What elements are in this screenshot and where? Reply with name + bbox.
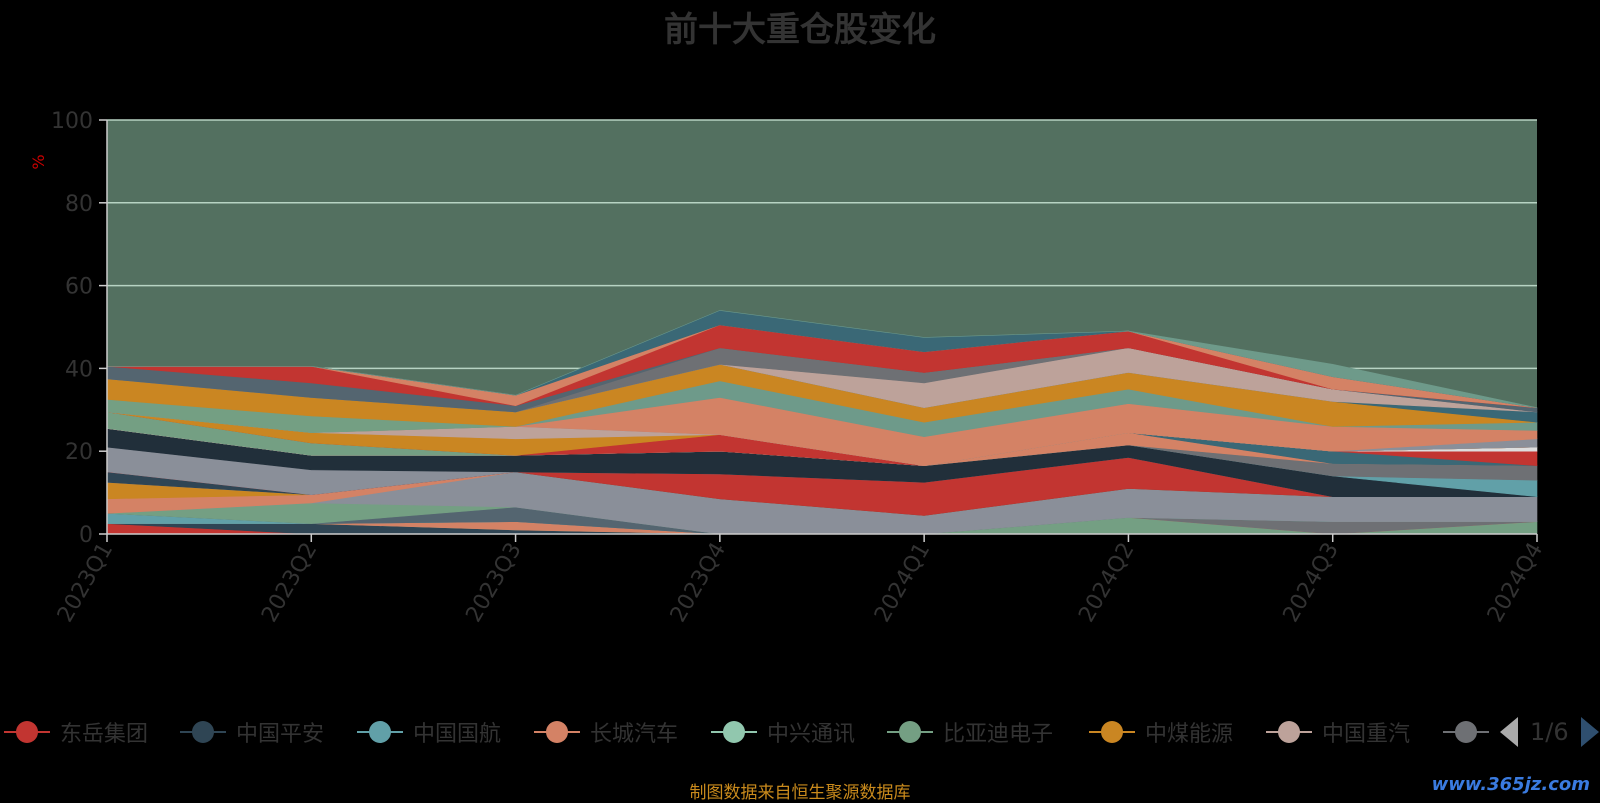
legend-label: 比亚迪电子	[943, 722, 1054, 747]
watermark: www.365jz.com	[1431, 774, 1590, 795]
y-tick-label-20: 20	[65, 440, 93, 465]
legend-label: 中国国航	[413, 722, 502, 747]
legend-item-7[interactable]: 中国重汽	[1264, 712, 1410, 752]
legend-marker-icon	[1441, 712, 1491, 752]
y-tick-label-100: 100	[51, 109, 93, 134]
legend-item-8[interactable]	[1441, 712, 1491, 752]
legend-marker-icon	[885, 712, 935, 752]
y-tick-label-60: 60	[65, 275, 93, 300]
legend-marker-icon	[1264, 712, 1314, 752]
chart-title: 前十大重仓股变化	[664, 10, 936, 50]
x-tick-label-2023Q1: 2023Q1	[53, 539, 118, 627]
series-areas	[106, 310, 1538, 535]
legend-item-6[interactable]: 中煤能源	[1087, 712, 1233, 752]
legend-page-indicator: 1/6	[1530, 718, 1569, 746]
legend-marker-icon	[355, 712, 405, 752]
legend-prev-page-icon[interactable]	[1500, 717, 1518, 747]
legend-item-5[interactable]: 比亚迪电子	[885, 712, 1053, 752]
source-note: 制图数据来自恒生聚源数据库	[689, 783, 911, 803]
legend-item-1[interactable]: 中国平安	[178, 712, 324, 752]
legend-label: 长城汽车	[590, 722, 679, 747]
x-tick-label-2023Q4: 2023Q4	[666, 539, 731, 627]
x-tick-label-2024Q2: 2024Q2	[1074, 539, 1139, 627]
legend-label: 东岳集团	[60, 722, 149, 747]
x-tick-label-2024Q1: 2024Q1	[870, 539, 935, 627]
y-axis-label: %	[29, 154, 48, 169]
legend-marker-icon	[178, 712, 228, 752]
legend-item-2[interactable]: 中国国航	[355, 712, 501, 752]
legend: 东岳集团 中国平安 中国国航 长城汽车 中兴通讯 比亚迪电子 中煤能源 中国重汽	[0, 712, 1600, 752]
legend-label: 中兴通讯	[767, 722, 856, 747]
legend-label: 中国平安	[236, 722, 325, 747]
legend-marker-icon	[532, 712, 582, 752]
x-tick-label-2024Q3: 2024Q3	[1279, 539, 1344, 627]
y-tick-label-40: 40	[65, 357, 93, 382]
legend-item-4[interactable]: 中兴通讯	[709, 712, 855, 752]
x-tick-label-2023Q2: 2023Q2	[257, 539, 322, 627]
legend-label: 中煤能源	[1145, 722, 1234, 747]
y-tick-label-0: 0	[79, 523, 93, 548]
x-tick-label-2023Q3: 2023Q3	[461, 539, 526, 627]
y-tick-label-80: 80	[65, 192, 93, 217]
legend-marker-icon	[2, 712, 52, 752]
legend-label: 中国重汽	[1322, 722, 1411, 747]
legend-marker-icon	[709, 712, 759, 752]
legend-pager: 1/6	[1500, 712, 1599, 752]
legend-marker-icon	[1087, 712, 1137, 752]
x-tick-label-2024Q4: 2024Q4	[1483, 539, 1548, 627]
legend-item-3[interactable]: 长城汽车	[532, 712, 678, 752]
legend-item-0[interactable]: 东岳集团	[2, 712, 148, 752]
series-area-39	[107, 310, 1538, 408]
legend-next-page-icon[interactable]	[1580, 717, 1599, 747]
